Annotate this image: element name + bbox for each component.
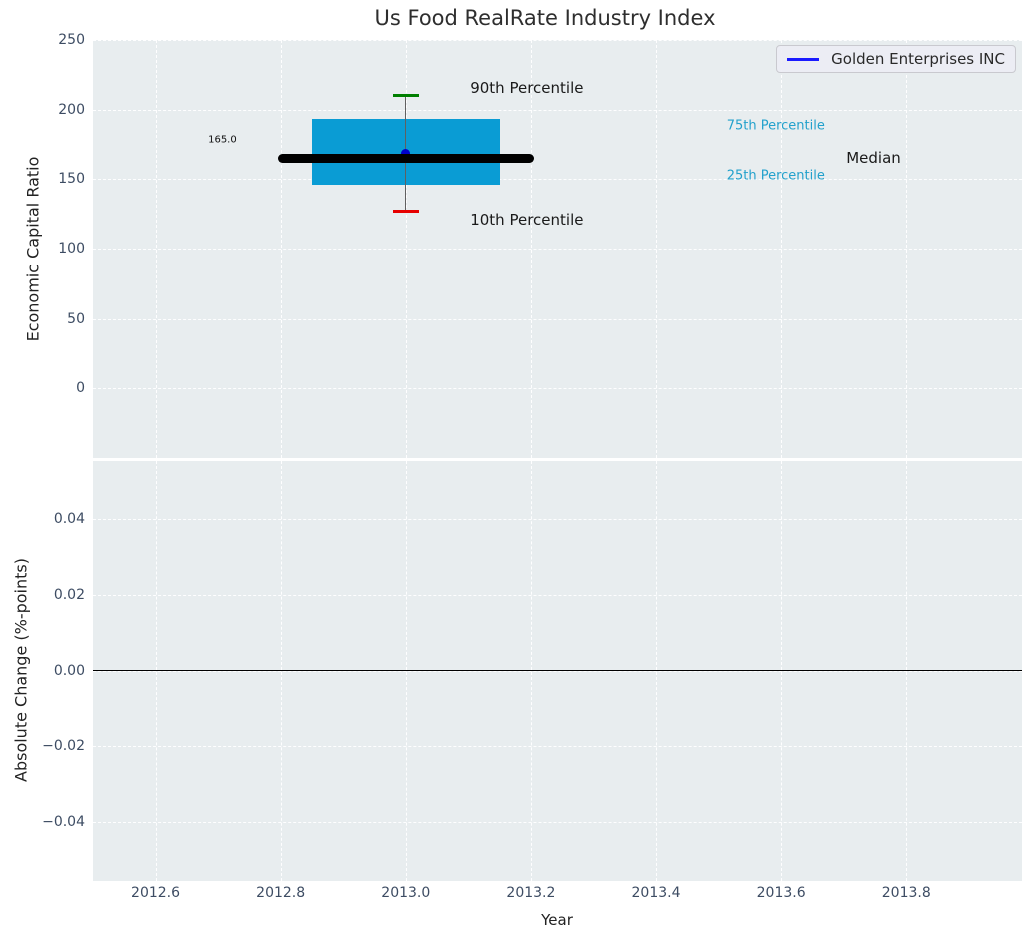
annotation-90th-percentile: 90th Percentile	[470, 79, 584, 98]
gridline-horizontal	[93, 179, 1022, 181]
company-value-marker	[401, 148, 411, 158]
gridline-horizontal	[93, 318, 1022, 320]
gridline-horizontal	[93, 821, 1022, 823]
y-tick-label: −0.02	[42, 738, 85, 755]
y-tick-label: 100	[58, 241, 85, 257]
y-tick-label: 250	[58, 32, 85, 48]
legend: Golden Enterprises INC	[776, 45, 1016, 73]
x-tick-label: 2013.2	[506, 885, 556, 901]
whisker-cap-90th-percentile	[392, 94, 419, 98]
gridline-horizontal	[93, 109, 1022, 111]
x-tick-label: 2013.0	[381, 885, 431, 901]
median-line	[277, 153, 534, 163]
y-tick-label: 0.04	[53, 511, 85, 528]
legend-label: Golden Enterprises INC	[831, 50, 1005, 68]
annotation-75th-percentile: 75th Percentile	[726, 118, 825, 134]
gridline-horizontal	[93, 388, 1022, 390]
y-tick-label: 50	[67, 310, 85, 327]
annotation-median: Median	[846, 149, 901, 167]
whisker-cap-10th-percentile	[392, 209, 419, 213]
axes-bottom-absolute-change	[93, 461, 1022, 881]
x-tick-label: 2013.6	[756, 885, 806, 901]
y-tick-label: 0.00	[53, 662, 85, 679]
annotation-165-0: 165.0	[208, 134, 237, 146]
gridline-horizontal	[93, 249, 1022, 250]
zero-reference-line	[93, 669, 1022, 672]
legend-line-sample	[787, 57, 820, 61]
y-tick-label: 200	[58, 101, 85, 118]
x-tick-label: 2012.8	[256, 885, 306, 901]
gridline-horizontal	[93, 594, 1022, 596]
y-tick-label: 0.02	[53, 586, 85, 603]
y-tick-label: 0	[76, 380, 85, 397]
x-tick-label: 2013.4	[631, 885, 681, 901]
x-tick-label: 2012.6	[131, 885, 181, 901]
x-tick-label: 2013.8	[881, 885, 931, 901]
y-tick-label: 150	[58, 171, 85, 188]
x-axis-label-year: Year	[541, 911, 573, 929]
gridline-horizontal	[93, 40, 1022, 41]
annotation-10th-percentile: 10th Percentile	[470, 210, 584, 229]
annotation-25th-percentile: 25th Percentile	[726, 168, 825, 184]
gridline-horizontal	[93, 746, 1022, 748]
y-tick-label: −0.04	[42, 813, 85, 830]
chart-title: Us Food RealRate Industry Index	[374, 6, 716, 30]
axes-top-economic-capital-ratio: Golden Enterprises INC 90th Percentile 10…	[93, 40, 1022, 458]
gridline-horizontal	[93, 519, 1022, 521]
